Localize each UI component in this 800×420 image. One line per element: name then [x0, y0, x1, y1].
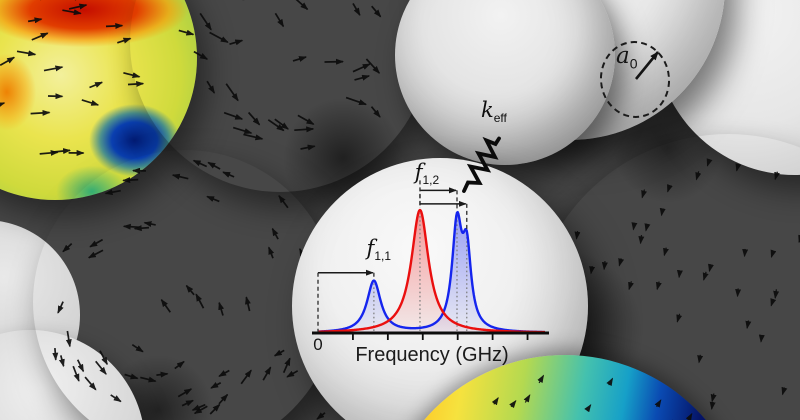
x-axis-label: Frequency (GHz): [355, 344, 509, 366]
spectrum-svg: [312, 180, 549, 340]
mode-sphere-middle-left: [33, 150, 337, 420]
a0-arrow-icon: [634, 51, 660, 80]
mode-sphere-bottom-center: [380, 355, 750, 420]
spectrum-chart: f1,1 f1,2 0 Frequency (GHz): [292, 158, 588, 420]
f11-label: f1,1: [366, 235, 391, 263]
mode-sphere-top-middle: [130, 0, 430, 192]
f12-label: f1,2: [414, 159, 440, 187]
origin-tick-label: 0: [313, 335, 323, 354]
a0-annotation: a0: [596, 37, 674, 122]
a0-label: a0: [616, 43, 638, 72]
mode-sphere-top-left: [0, 0, 197, 200]
keff-label: keff: [481, 98, 507, 126]
